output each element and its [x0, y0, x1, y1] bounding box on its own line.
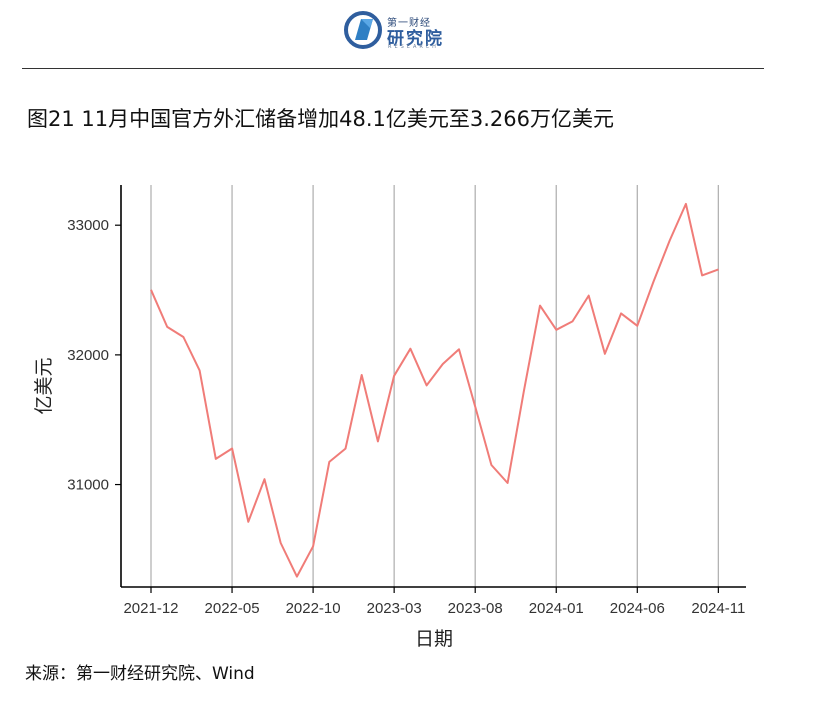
x-axis-title: 日期 — [415, 628, 453, 650]
y-axis-title: 亿美元 — [33, 357, 55, 414]
chart-title: 图21 11月中国官方外汇储备增加48.1亿美元至3.266万亿美元 — [27, 107, 614, 131]
logo-big-text: 研究院 — [387, 29, 444, 49]
grid-lines — [150, 185, 719, 587]
header: 第一财经 研究院 RESEARCH — [0, 0, 829, 70]
y-tick-label: 33000 — [67, 217, 109, 234]
x-tick-label: 2021-12 — [123, 600, 178, 617]
series-line — [150, 202, 719, 578]
logo: 第一财经 研究院 RESEARCH — [343, 10, 453, 54]
x-tick-label: 2023-03 — [367, 600, 422, 617]
x-tick-label: 2024-06 — [610, 600, 665, 617]
axes — [120, 185, 746, 588]
x-tick-label: 2023-08 — [448, 600, 503, 617]
logo-mark-icon — [344, 11, 382, 49]
y-ticks: 31000 32000 33000 — [67, 217, 121, 494]
logo-small-text: 第一财经 — [387, 18, 431, 29]
logo-en-text: RESEARCH — [388, 44, 439, 50]
y-tick-label: 32000 — [67, 347, 109, 364]
x-tick-label: 2024-01 — [529, 600, 584, 617]
source-note: 来源：第一财经研究院、Wind — [25, 664, 255, 684]
y-tick-label: 31000 — [67, 477, 109, 494]
x-tick-label: 2022-05 — [205, 600, 260, 617]
x-ticks: 2021-12 2022-05 2022-10 2023-03 2023-08 2024-… — [123, 587, 745, 617]
header-divider — [22, 68, 764, 69]
x-tick-label: 2024-11 — [691, 600, 745, 617]
x-tick-label: 2022-10 — [286, 600, 341, 617]
